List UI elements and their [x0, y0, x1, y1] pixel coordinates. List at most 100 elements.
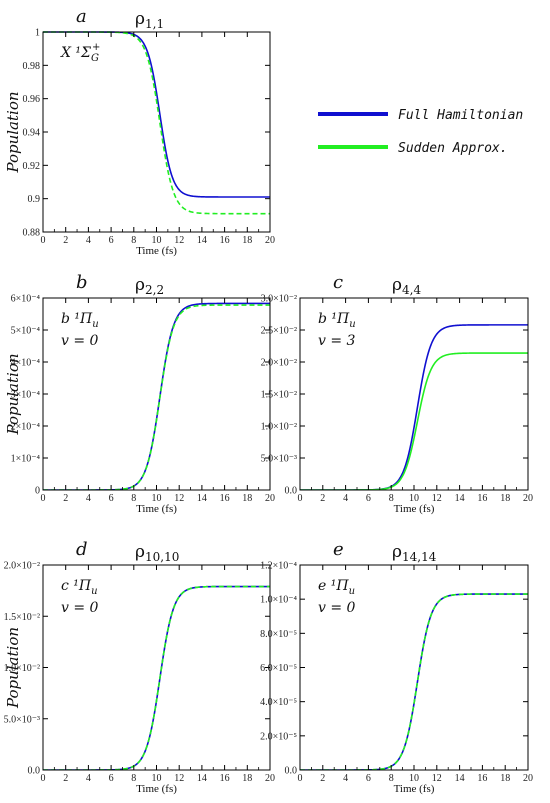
x-tick-label: 2	[63, 493, 68, 504]
state-vibration: v = 0	[61, 600, 99, 616]
y-axis-title: Population	[4, 91, 22, 173]
panel-d: 0 2 4 6 8 10 12 14 16 18 20 0.0 5.0×10⁻³ 1.0×10⁻² 1.5×…	[4, 539, 275, 795]
series-line-sudden-approx-	[43, 31, 270, 215]
x-tick-label: 8	[389, 493, 394, 504]
x-tick-label: 18	[500, 773, 510, 784]
state-vibration: v = 3	[318, 333, 356, 349]
series-line-sudden-approx-	[43, 304, 270, 490]
y-tick-label: 1×10⁻⁴	[11, 454, 41, 465]
x-tick-label: 2	[320, 773, 325, 784]
x-tick-label: 6	[109, 493, 114, 504]
x-tick-label: 14	[455, 493, 465, 504]
panel-label: a	[76, 6, 87, 27]
panel-label: b	[76, 272, 88, 293]
x-tick-label: 18	[242, 493, 252, 504]
x-tick-label: 6	[366, 773, 371, 784]
state-label: X ¹ΣG+	[60, 42, 100, 64]
panel-c: 0 2 4 6 8 10 12 14 16 18 20 0.0 5.0×10⁻³ 1.0×10⁻² 1.5×…	[261, 272, 533, 515]
state-label: e ¹Πu	[318, 578, 355, 597]
state-label: b ¹Πu	[318, 311, 356, 330]
state-label: b ¹Πu	[61, 311, 99, 330]
y-tick-label: 2.0×10⁻²	[261, 358, 297, 369]
panel-title: ρ14,14	[392, 542, 437, 564]
x-tick-label: 4	[86, 235, 91, 246]
x-tick-label: 4	[86, 493, 91, 504]
plot-frame	[299, 564, 529, 771]
y-tick-label: 0.94	[23, 128, 41, 139]
x-axis-title: Time (fs)	[136, 503, 177, 515]
x-tick-label: 14	[197, 493, 207, 504]
x-tick-label: 20	[523, 773, 533, 784]
panel-b: 0 2 4 6 8 10 12 14 16 18 20 0 1×10⁻⁴ 2×10⁻⁴ 3×10⁻⁴ 4×10…	[4, 272, 275, 515]
y-tick-label: 6.0×10⁻⁵	[260, 663, 297, 674]
x-tick-label: 4	[343, 773, 348, 784]
panel-title: ρ4,4	[392, 275, 421, 297]
x-tick-label: 2	[63, 235, 68, 246]
x-tick-label: 0	[41, 235, 46, 246]
x-tick-label: 8	[131, 493, 136, 504]
x-tick-label: 14	[197, 235, 207, 246]
x-tick-label: 10	[152, 493, 162, 504]
y-tick-label: 0.92	[23, 161, 41, 172]
x-tick-label: 12	[174, 493, 184, 504]
y-tick-label: 0.0	[285, 486, 298, 497]
y-tick-label: 0	[35, 486, 40, 497]
y-tick-label: 2.5×10⁻²	[261, 326, 297, 337]
y-tick-label: 8.0×10⁻⁵	[260, 629, 297, 640]
series-line-full-hamiltonian	[300, 593, 528, 770]
x-tick-label: 12	[432, 493, 442, 504]
state-vibration: v = 0	[61, 333, 99, 349]
x-tick-label: 12	[174, 773, 184, 784]
x-tick-label: 6	[109, 773, 114, 784]
x-tick-label: 0	[41, 493, 46, 504]
x-tick-label: 0	[298, 773, 303, 784]
x-tick-label: 6	[109, 235, 114, 246]
series-line-full-hamiltonian	[43, 302, 270, 490]
y-tick-label: 0.9	[28, 194, 41, 205]
x-tick-label: 16	[220, 493, 230, 504]
legend: Full Hamiltonian Sudden Approx.	[318, 108, 523, 156]
legend-label: Full Hamiltonian	[398, 108, 523, 123]
x-tick-label: 4	[343, 493, 348, 504]
legend-label: Sudden Approx.	[398, 141, 508, 156]
y-tick-label: 1.0×10⁻²	[4, 663, 40, 674]
y-tick-label: 2.0×10⁻²	[4, 561, 40, 572]
panel-label: e	[333, 539, 344, 560]
y-tick-label: 2×10⁻⁴	[11, 422, 41, 433]
panel-label: d	[76, 539, 88, 560]
x-tick-label: 14	[455, 773, 465, 784]
x-tick-label: 8	[131, 235, 136, 246]
x-tick-label: 12	[432, 773, 442, 784]
y-tick-label: 1.5×10⁻²	[261, 390, 297, 401]
x-axis-title: Time (fs)	[394, 783, 435, 795]
y-tick-label: 5.0×10⁻³	[4, 714, 40, 725]
plot-frame	[42, 31, 271, 233]
x-tick-label: 18	[242, 235, 252, 246]
series-line-sudden-approx-	[300, 593, 528, 770]
state-vibration: v = 0	[318, 600, 356, 616]
y-axis-title: Population	[4, 627, 22, 709]
y-tick-label: 1.5×10⁻²	[4, 612, 40, 623]
x-tick-label: 16	[220, 235, 230, 246]
x-tick-label: 18	[242, 773, 252, 784]
y-tick-label: 5×10⁻⁴	[11, 326, 41, 337]
x-tick-label: 14	[197, 773, 207, 784]
x-tick-label: 20	[523, 493, 533, 504]
series-line-full-hamiltonian	[300, 324, 528, 490]
y-tick-label: 0.98	[23, 61, 41, 72]
y-tick-label: 0.96	[23, 94, 41, 105]
panel-title: ρ2,2	[135, 275, 164, 297]
x-axis-title: Time (fs)	[136, 245, 177, 257]
x-tick-label: 4	[86, 773, 91, 784]
panel-label: c	[333, 272, 343, 293]
x-tick-label: 18	[500, 493, 510, 504]
panel-title: ρ10,10	[135, 542, 179, 564]
x-tick-label: 16	[220, 773, 230, 784]
x-tick-label: 20	[265, 493, 275, 504]
y-tick-label: 0.88	[23, 228, 41, 239]
x-tick-label: 6	[366, 493, 371, 504]
x-axis-title: Time (fs)	[136, 783, 177, 795]
x-tick-label: 0	[298, 493, 303, 504]
x-tick-label: 8	[131, 773, 136, 784]
